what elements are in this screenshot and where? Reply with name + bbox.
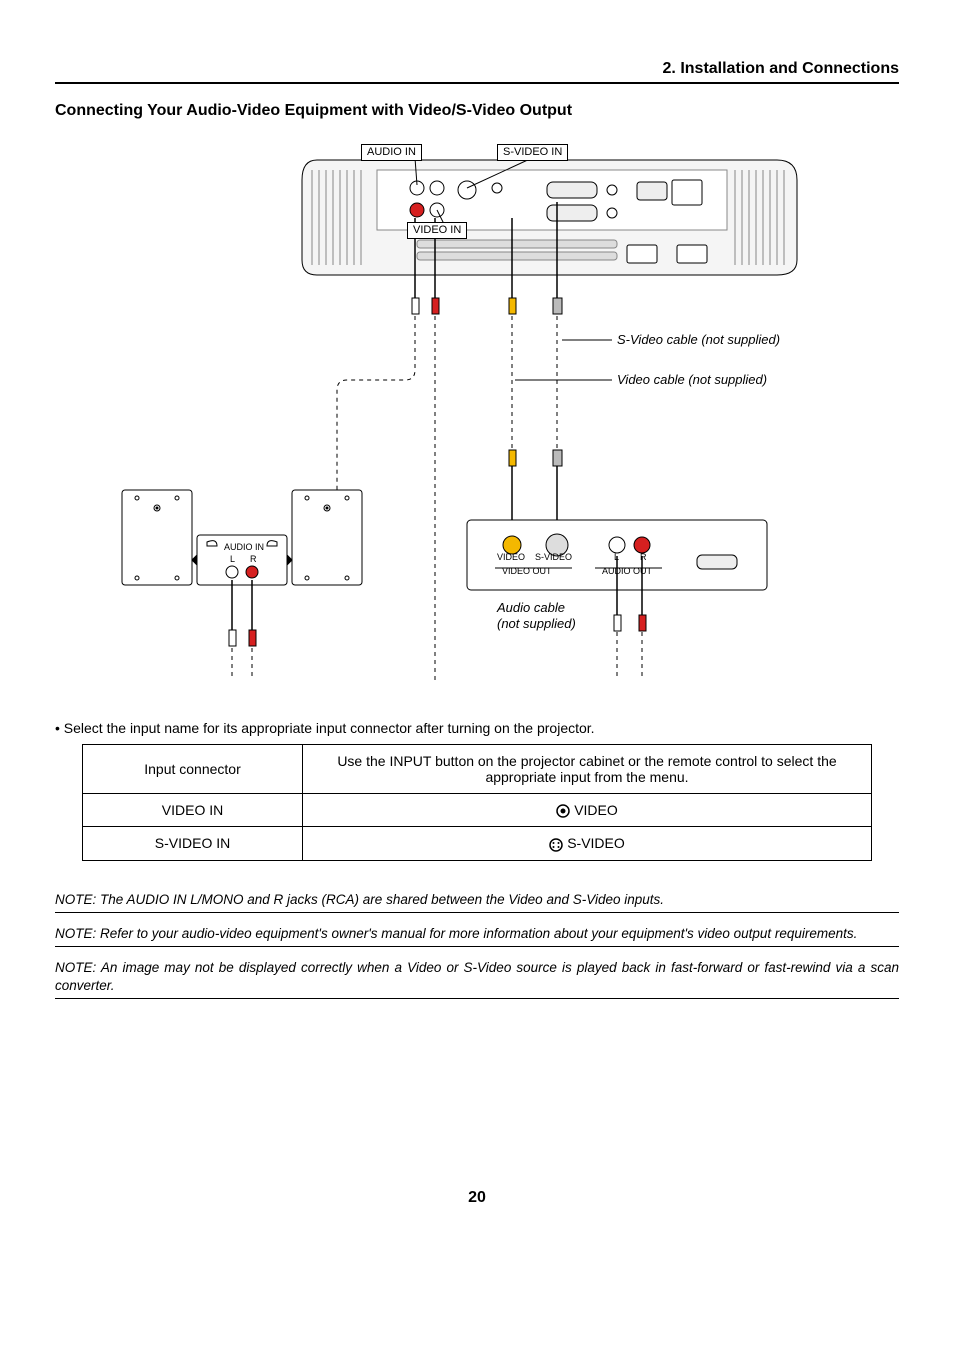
section-title: Connecting Your Audio-Video Equipment wi… <box>55 102 899 120</box>
caption-audio-cable-1: Audio cable <box>497 600 565 615</box>
label-vcr-r: R <box>640 552 647 562</box>
label-vcr-svideo: S-VIDEO <box>535 552 572 562</box>
label-amp-l: L <box>230 554 235 564</box>
table-cell-right-text: VIDEO <box>574 802 618 818</box>
table-row: VIDEO IN VIDEO <box>83 794 872 827</box>
label-amp-audio-in: AUDIO IN <box>224 542 264 552</box>
label-s-video-in: S-VIDEO IN <box>497 144 568 161</box>
table-cell-right: S-VIDEO <box>303 827 872 860</box>
caption-svideo-cable: S-Video cable (not supplied) <box>617 332 780 347</box>
note: NOTE: An image may not be displayed corr… <box>55 959 899 999</box>
table-cell-left: S-VIDEO IN <box>83 827 303 860</box>
table-cell-left: VIDEO IN <box>83 794 303 827</box>
label-audio-in: AUDIO IN <box>361 144 422 161</box>
table-cell-right: VIDEO <box>303 794 872 827</box>
chapter-header: 2. Installation and Connections <box>55 60 899 84</box>
label-vcr-video-out: VIDEO OUT <box>502 566 552 576</box>
caption-video-cable: Video cable (not supplied) <box>617 372 767 387</box>
table-row: S-VIDEO IN S-VIDEO <box>83 827 872 860</box>
label-vcr-l: L <box>614 552 619 562</box>
table-header-left: Input connector <box>83 745 303 794</box>
page-number: 20 <box>55 1189 899 1207</box>
label-amp-r: R <box>250 554 257 564</box>
video-icon <box>556 804 570 818</box>
input-connector-table: Input connector Use the INPUT button on … <box>82 744 872 861</box>
label-vcr-video: VIDEO <box>497 552 525 562</box>
label-vcr-audio-out: AUDIO OUT <box>602 566 652 576</box>
note: NOTE: Refer to your audio-video equipmen… <box>55 925 899 947</box>
svideo-icon <box>549 838 563 852</box>
note: NOTE: The AUDIO IN L/MONO and R jacks (R… <box>55 891 899 913</box>
table-cell-right-text: S-VIDEO <box>567 835 625 851</box>
label-video-in: VIDEO IN <box>407 222 467 239</box>
table-header-right: Use the INPUT button on the projector ca… <box>303 745 872 794</box>
caption-audio-cable-2: (not supplied) <box>497 616 576 631</box>
connection-diagram: AUDIO IN S-VIDEO IN VIDEO IN AUDIO IN L … <box>55 140 899 680</box>
instruction-bullet: • Select the input name for its appropri… <box>55 720 899 736</box>
